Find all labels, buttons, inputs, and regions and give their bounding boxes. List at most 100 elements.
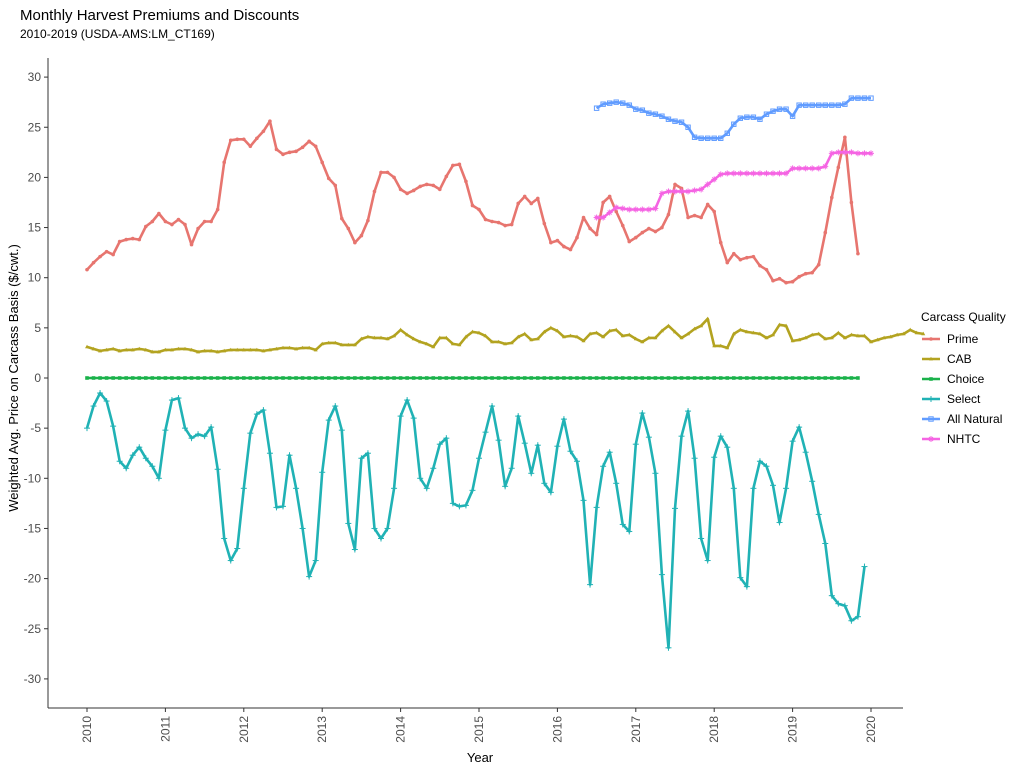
data-point [274,376,279,380]
data-point [255,376,259,380]
data-point [137,346,142,351]
data-point [261,129,266,134]
data-point [692,376,697,380]
data-point [594,232,599,237]
data-point [764,335,769,340]
data-point [221,535,228,542]
data-point [593,105,600,111]
data-point [313,347,318,352]
data-point [783,485,790,492]
data-point [776,519,783,526]
data-point [594,376,599,380]
data-point [822,102,828,108]
data-point [490,339,495,344]
data-point [672,118,678,124]
data-point [861,563,868,570]
data-point [477,330,481,335]
data-point [908,327,913,332]
x-tick-label: 2010 [80,716,94,743]
data-point [84,425,90,432]
data-point [665,644,672,651]
data-point [815,165,822,172]
data-point [789,165,796,172]
data-point [464,179,468,184]
data-point [462,502,469,509]
data-point [242,137,246,142]
data-point [601,334,606,339]
data-point [724,444,731,451]
data-point [242,376,246,380]
data-point [274,346,279,351]
data-point [705,316,710,321]
data-point [653,229,658,234]
data-point [130,347,135,352]
data-point [803,335,808,340]
data-point [248,144,253,149]
data-point [796,165,803,172]
data-point [351,546,358,553]
data-point [660,225,664,230]
data-point [673,182,677,187]
data-point [678,433,685,440]
data-point [634,235,638,240]
data-point [170,222,174,227]
y-tick-label: 5 [34,321,41,335]
data-point [757,116,763,122]
data-point [593,214,600,221]
data-point [620,223,625,228]
data-point [841,149,848,156]
data-point [117,239,122,244]
data-point [124,347,129,352]
data-point [444,335,449,340]
data-point [658,571,665,578]
data-point [560,416,567,423]
series-cab [85,316,926,354]
y-tick-label: 20 [28,170,42,184]
data-point [451,376,455,380]
data-point [123,465,130,472]
data-point [405,191,409,196]
data-point [438,376,442,380]
data-point [424,182,429,187]
data-point [418,184,423,189]
x-tick-label: 2012 [237,716,251,743]
data-point [150,219,155,224]
data-point [352,342,357,347]
data-point [541,480,548,487]
data-point [215,349,220,354]
data-point [183,346,187,351]
data-point [313,376,318,380]
data-point [555,238,560,243]
series-nhtc [593,149,874,221]
data-point [789,113,796,119]
data-point [653,335,658,340]
data-point [758,263,762,268]
data-point [300,145,305,150]
data-point [529,201,534,206]
data-point [731,331,736,336]
data-point [294,346,299,351]
data-point [300,376,305,380]
data-point [770,108,776,114]
data-point [725,345,730,350]
data-point [854,150,861,157]
data-point [627,239,632,244]
data-point [248,376,253,380]
legend-marker [929,377,933,381]
data-point [756,458,763,465]
data-point [797,274,801,279]
data-point [717,171,724,178]
data-point [704,557,711,564]
data-point [457,376,462,380]
y-tick-label: 0 [34,371,41,385]
data-point [743,170,750,177]
data-point [496,220,501,225]
data-point [157,376,161,380]
legend-item: Select [922,392,981,406]
data-point [392,175,396,180]
data-point [222,348,227,353]
data-point [431,376,436,380]
data-point [294,149,298,154]
data-point [659,328,664,333]
data-point [405,332,410,337]
